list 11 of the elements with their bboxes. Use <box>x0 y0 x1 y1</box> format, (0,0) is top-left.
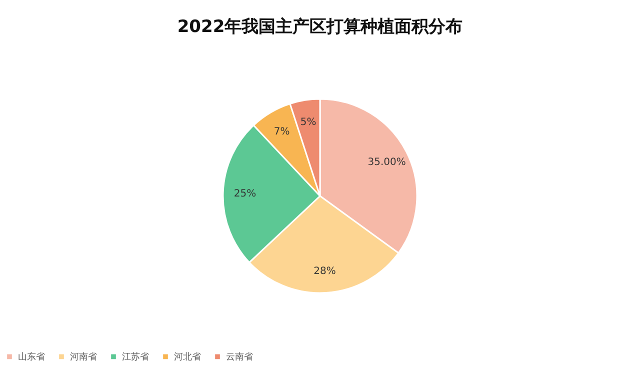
data-label: 25% <box>234 188 256 200</box>
legend-label: 江苏省 <box>122 352 149 363</box>
legend-label: 河北省 <box>174 352 201 363</box>
data-label: 5% <box>300 116 316 128</box>
chart-title: 2022年我国主产区打算种植面积分布 <box>177 17 463 37</box>
data-label: 7% <box>274 126 290 138</box>
data-label: 35.00% <box>368 156 406 168</box>
legend-label: 河南省 <box>70 352 97 363</box>
legend-label: 云南省 <box>226 352 253 363</box>
data-label: 28% <box>314 266 336 277</box>
legend-label: 山东省 <box>18 352 45 363</box>
